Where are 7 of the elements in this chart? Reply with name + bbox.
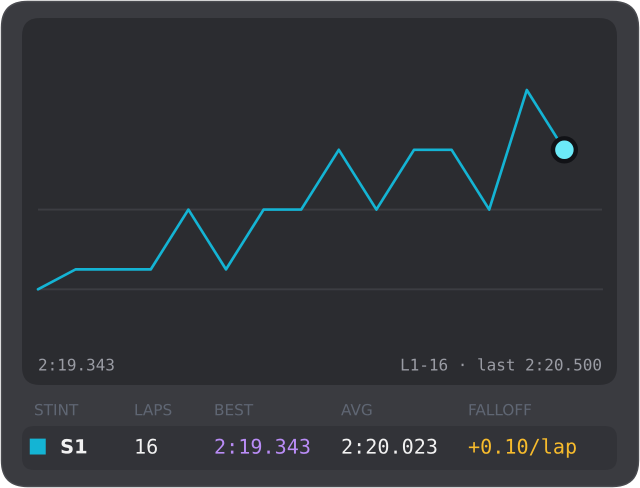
text: 2:20.023 xyxy=(342,438,436,454)
text: 2:19.343 xyxy=(39,358,114,371)
legend-label: S1 xyxy=(62,438,86,454)
text: L1-16 · last 2:20.500 xyxy=(402,358,601,371)
text: +0.10/lap xyxy=(468,438,576,458)
text: 2:19.343 xyxy=(215,438,310,454)
text: 16 xyxy=(136,438,157,454)
